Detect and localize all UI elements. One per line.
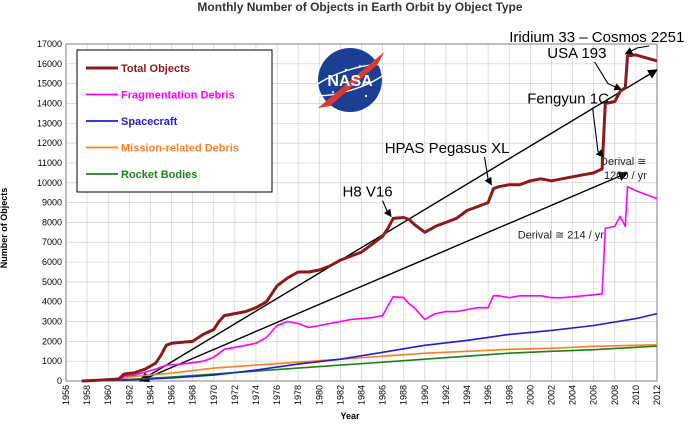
y-tick-label: 6000 — [42, 257, 62, 267]
nasa-logo: NASA — [311, 48, 389, 112]
y-tick-label: 4000 — [42, 297, 62, 307]
legend-label: Fragmentation Debris — [121, 90, 235, 102]
x-tick-label: 2008 — [610, 385, 620, 405]
y-tick-label: 3000 — [42, 317, 62, 327]
annotation-label: Fengyun 1C — [527, 90, 609, 107]
x-tick-label: 1994 — [462, 385, 472, 405]
x-tick-label: 1990 — [420, 385, 430, 405]
y-tick-label: 10000 — [37, 178, 62, 188]
annotation-arrow — [382, 200, 392, 218]
series-line-fragmentation-debris — [118, 185, 658, 382]
x-tick-label: 1964 — [145, 385, 155, 405]
annotation-arrow — [594, 61, 622, 91]
x-tick-label: 1956 — [61, 385, 71, 405]
x-tick-label: 1978 — [293, 385, 303, 405]
x-tick-label: 2000 — [525, 385, 535, 405]
trend-label-line2: 1200 / yr — [604, 170, 647, 182]
x-tick-label: 2004 — [568, 385, 578, 405]
x-tick-label: 1992 — [441, 385, 451, 405]
x-tick-label: 1988 — [399, 385, 409, 405]
x-tick-label: 1980 — [314, 385, 324, 405]
x-tick-label: 1970 — [209, 385, 219, 405]
x-tick-label: 1972 — [230, 385, 240, 405]
annotation-label: H8 V16 — [343, 184, 393, 201]
y-axis-ticks: 0 1000 2000 3000 4000 5000 6000 7000 8000 9000 100… — [37, 39, 62, 386]
series-line-mission-related-debris — [81, 343, 658, 382]
trend-label: Derival ≅ — [600, 156, 647, 168]
series-line-total-objects — [81, 53, 658, 383]
x-tick-label: 2006 — [589, 385, 599, 405]
annotation-label: Iridium 33 – Cosmos 2251 — [509, 29, 684, 46]
x-tick-label: 1976 — [272, 385, 282, 405]
x-tick-label: 1962 — [124, 385, 134, 405]
x-tick-label: 1996 — [483, 385, 493, 405]
x-tick-label: 1984 — [357, 385, 367, 405]
x-axis-label: Year — [340, 411, 360, 421]
y-tick-label: 1000 — [42, 356, 62, 366]
x-tick-label: 2012 — [652, 385, 662, 405]
x-tick-label: 1982 — [335, 385, 345, 405]
x-axis-ticks: 1956 1958 1960 1962 1964 1966 1968 1970 1972 1974… — [61, 385, 662, 405]
x-tick-label: 1998 — [504, 385, 514, 405]
trend-lines: Derival ≅ 214 / yr Derival ≅ 1200 / yr — [138, 69, 658, 383]
y-tick-label: 16000 — [37, 59, 62, 69]
y-tick-label: 0 — [57, 376, 62, 386]
y-tick-label: 12000 — [37, 138, 62, 148]
x-tick-label: 2002 — [546, 385, 556, 405]
y-tick-label: 9000 — [42, 198, 62, 208]
nasa-logo-text: NASA — [327, 73, 373, 90]
series-line-spacecraft — [81, 312, 658, 382]
x-tick-label: 1968 — [188, 385, 198, 405]
y-tick-label: 15000 — [37, 79, 62, 89]
y-tick-label: 17000 — [37, 39, 62, 49]
series-line-rocket-bodies — [81, 345, 658, 382]
y-axis-label: Number of Objects — [0, 188, 9, 269]
chart-title: Monthly Number of Objects in Earth Orbit… — [197, 0, 522, 14]
legend-label: Rocket Bodies — [121, 169, 197, 181]
annotation-label: HPAS Pegasus XL — [385, 140, 510, 157]
legend: Total Objects Fragmentation Debris Spacecr… — [76, 49, 273, 193]
trend-label: Derival ≅ 214 / yr — [518, 229, 605, 241]
annotation-arrow — [484, 156, 492, 186]
x-tick-label: 1966 — [167, 385, 177, 405]
y-tick-label: 7000 — [42, 237, 62, 247]
x-tick-label: 1960 — [103, 385, 113, 405]
annotation-arrow — [592, 107, 604, 158]
y-tick-label: 13000 — [37, 118, 62, 128]
x-tick-label: 2010 — [631, 385, 641, 405]
x-tick-label: 1974 — [251, 385, 261, 405]
nasa-logo-swoosh — [318, 52, 384, 108]
legend-label: Total Objects — [121, 63, 190, 75]
y-tick-label: 14000 — [37, 98, 62, 108]
y-tick-label: 2000 — [42, 336, 62, 346]
y-tick-label: 8000 — [42, 217, 62, 227]
y-tick-label: 5000 — [42, 277, 62, 287]
legend-label: Spacecraft — [121, 116, 178, 128]
y-tick-label: 11000 — [38, 158, 62, 168]
annotation-arrow — [624, 45, 650, 55]
x-tick-label: 1986 — [378, 385, 388, 405]
event-annotations: H8 V16 HPAS Pegasus XL Fengyun 1C USA 193Ir… — [343, 29, 684, 218]
trend-line — [139, 69, 658, 382]
annotation-label: USA 193 — [547, 45, 606, 62]
legend-label: Mission-related Debris — [121, 143, 239, 155]
x-tick-label: 1958 — [82, 385, 92, 405]
data-series — [81, 53, 658, 383]
